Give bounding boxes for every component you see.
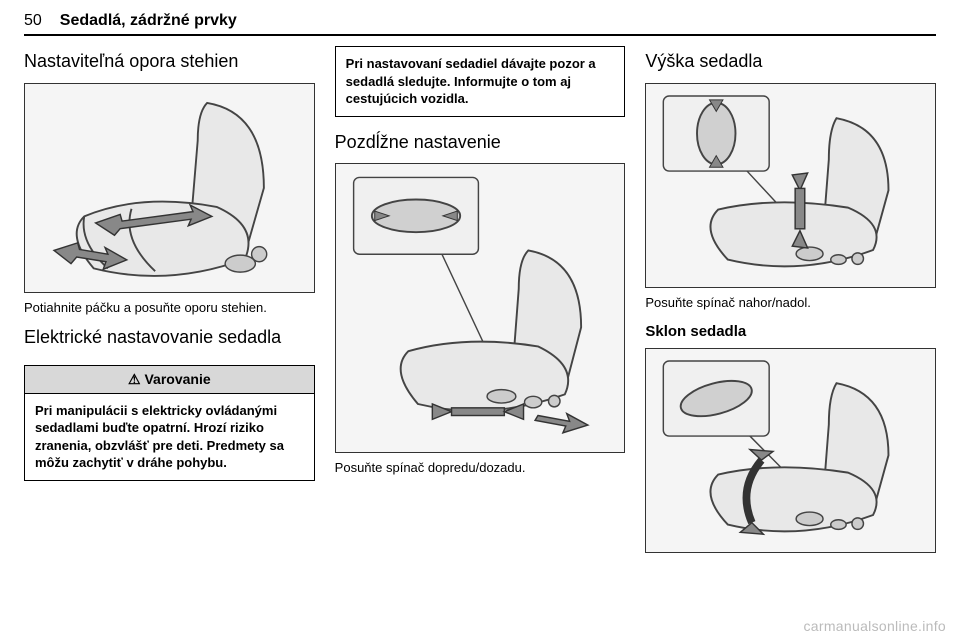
caption-longitudinal: Posuňte spínač dopredu/dozadu. xyxy=(335,459,626,477)
heading-longitudinal: Pozdĺžne nastavenie xyxy=(335,131,626,154)
figure-height xyxy=(645,83,936,288)
warning-box: ⚠ Varovanie Pri manipulácii s elektricky… xyxy=(24,365,315,481)
figure-tilt xyxy=(645,348,936,553)
column-3: Výška sedadla xyxy=(645,46,936,606)
warning-title: ⚠ Varovanie xyxy=(25,366,314,394)
heading-height: Výška sedadla xyxy=(645,50,936,73)
figure-thigh-support xyxy=(24,83,315,293)
column-1: Nastaviteľná opora stehien xyxy=(24,46,315,606)
columns: Nastaviteľná opora stehien xyxy=(24,46,936,606)
column-2: Pri nastavovaní sedadiel dávajte pozor a… xyxy=(335,46,626,606)
page-header: 50 Sedadlá, zádržné prvky xyxy=(24,12,936,36)
warning-body: Pri manipulácii s elektricky ovládanými … xyxy=(25,394,314,480)
warning-continuation: Pri nastavovaní sedadiel dávajte pozor a… xyxy=(335,46,626,117)
figure-longitudinal xyxy=(335,163,626,453)
caption-thigh-support: Potiahnite páčku a posuňte oporu stehien… xyxy=(24,299,315,317)
manual-page: 50 Sedadlá, zádržné prvky Nastaviteľná o… xyxy=(0,0,960,642)
heading-electric-adjust: Elektrické nastavovanie sedadla xyxy=(24,326,315,349)
seat-tilt-svg xyxy=(646,349,935,552)
caption-height: Posuňte spínač nahor/nadol. xyxy=(645,294,936,312)
heading-tilt: Sklon sedadla xyxy=(645,323,936,340)
seat-height-svg xyxy=(646,84,935,287)
heading-thigh-support: Nastaviteľná opora stehien xyxy=(24,50,315,73)
section-title: Sedadlá, zádržné prvky xyxy=(60,12,237,30)
seat-long-svg xyxy=(336,164,625,452)
watermark: carmanualsonline.info xyxy=(804,618,947,634)
seat-thigh-svg xyxy=(25,84,314,292)
page-number: 50 xyxy=(24,12,42,30)
